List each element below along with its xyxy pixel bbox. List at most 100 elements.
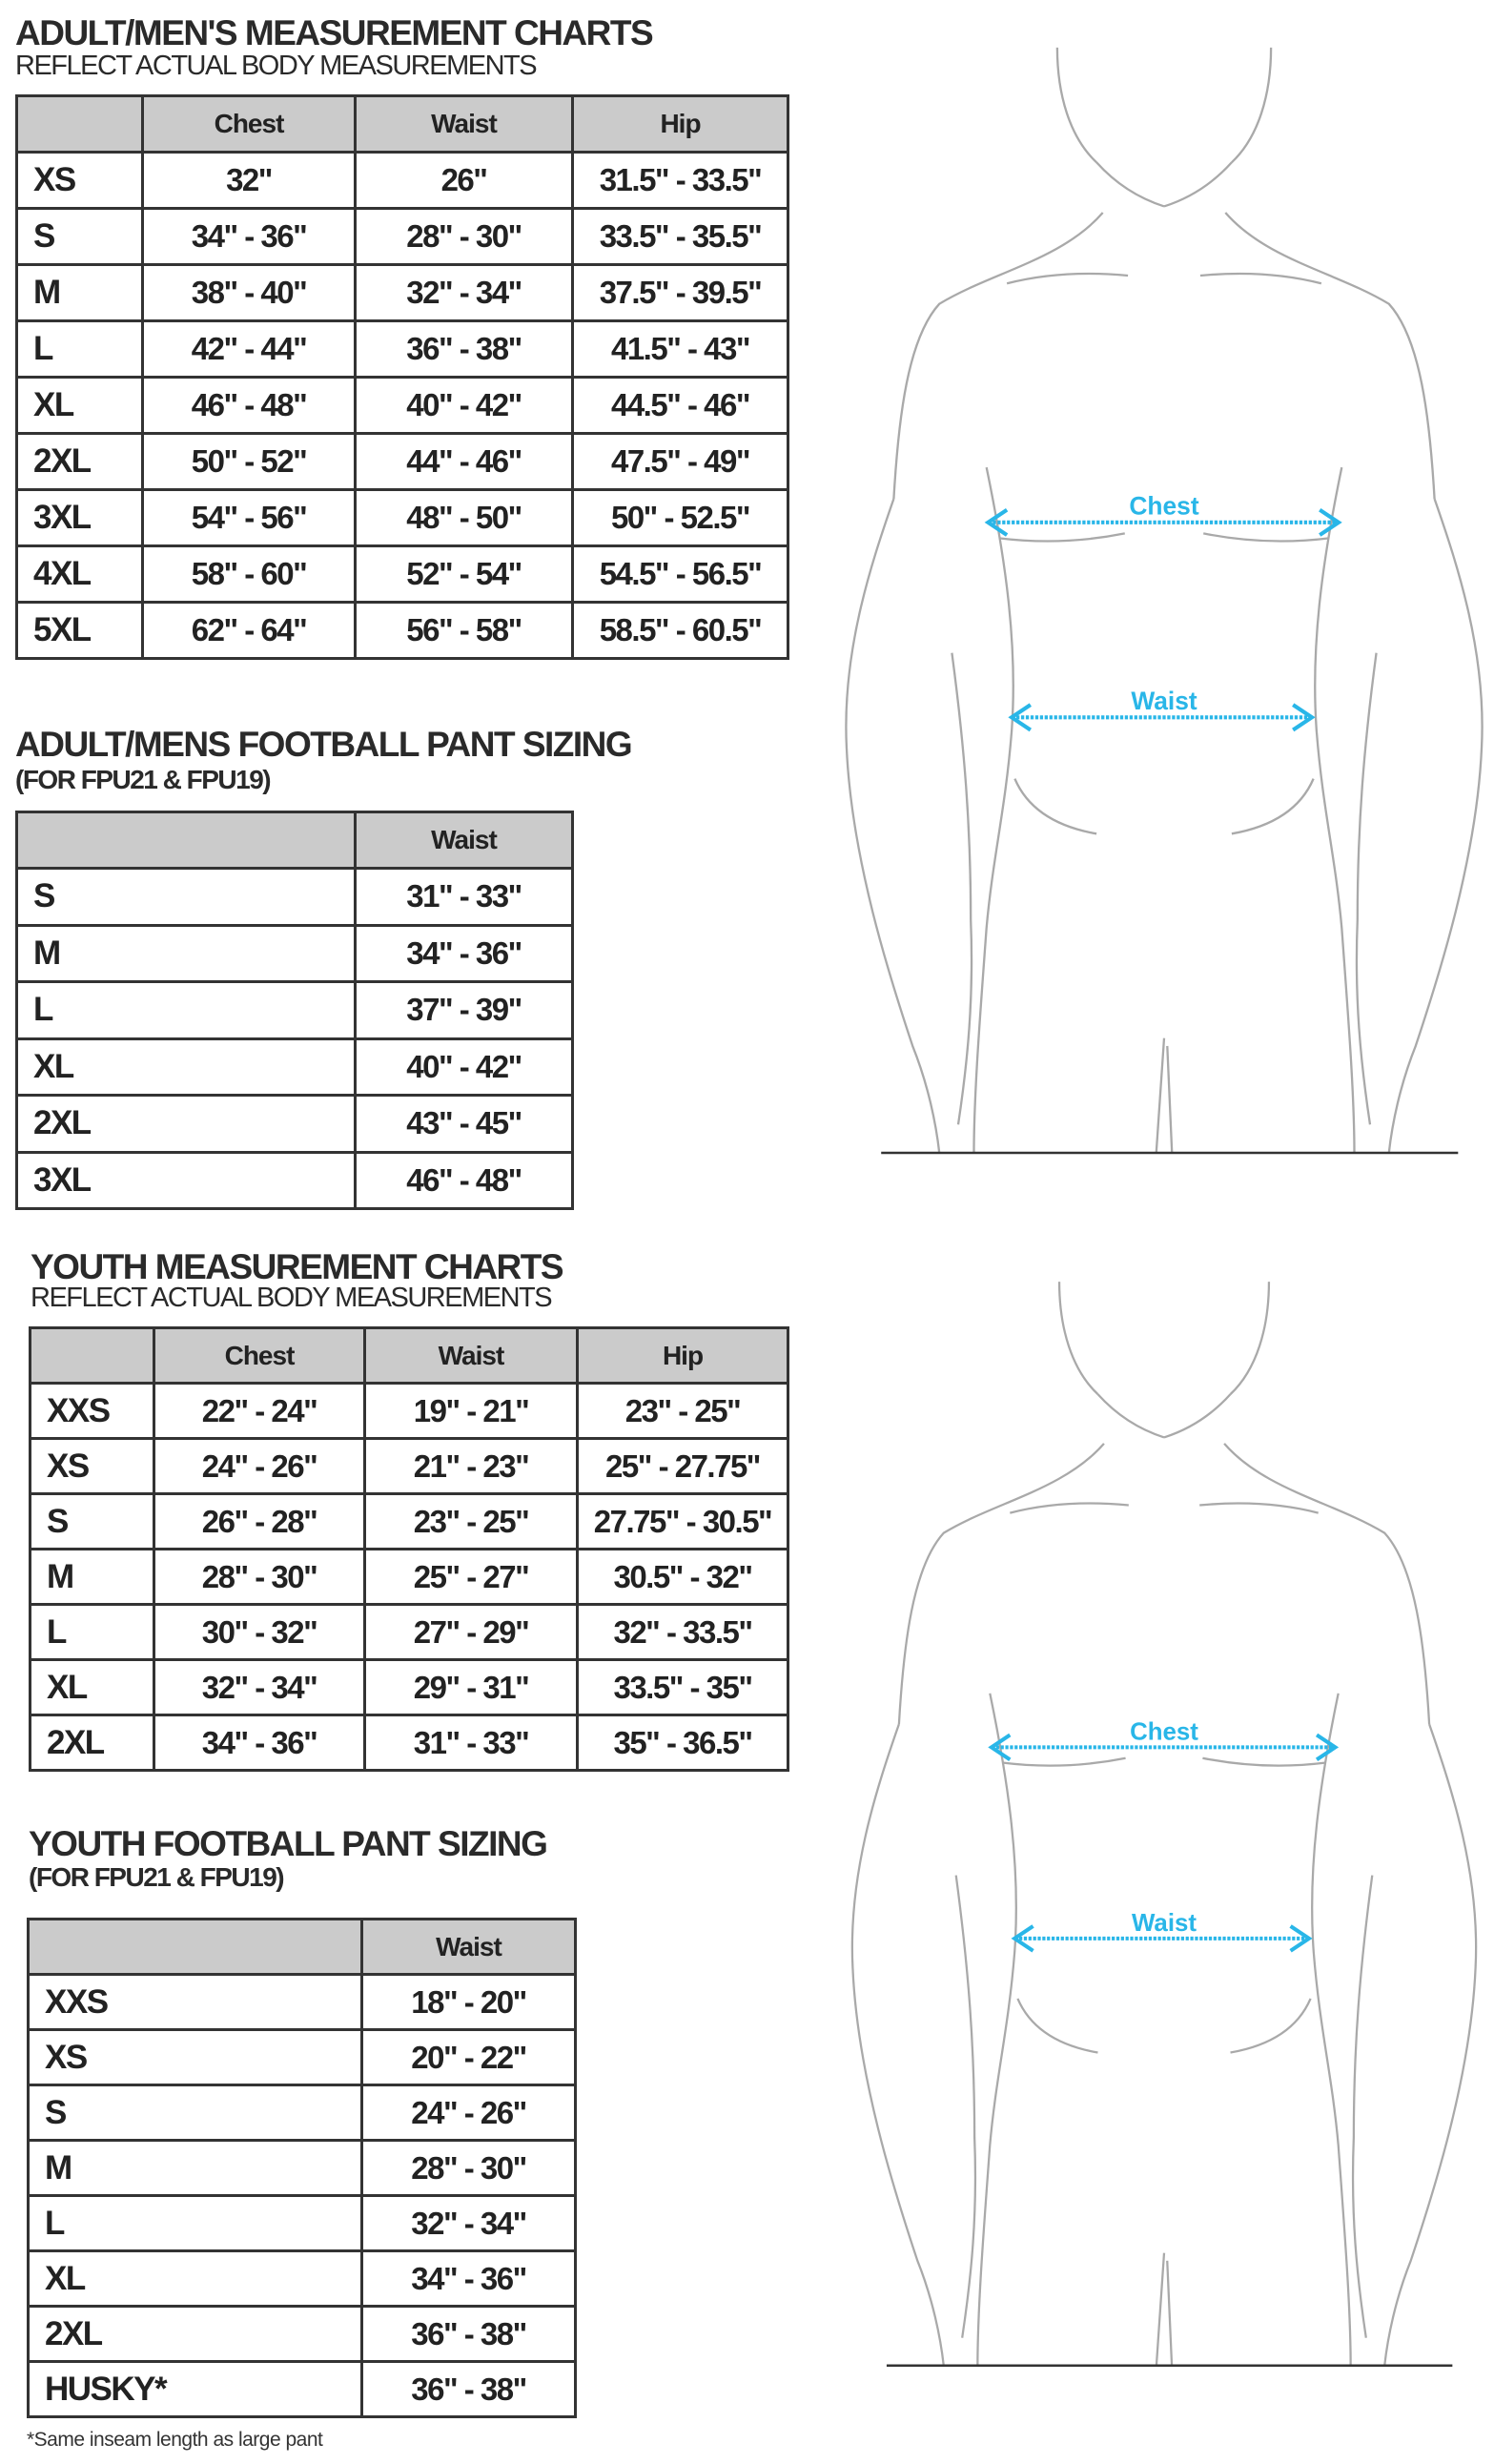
measurement-cell: 34" - 36" xyxy=(354,923,574,983)
measurement-cell: 44" - 46" xyxy=(354,432,574,491)
measurement-cell: 18" - 20" xyxy=(360,1973,577,2031)
table-row: XL 34" - 36" xyxy=(27,2249,577,2308)
header-row: Waist xyxy=(27,1918,577,1976)
table-row: S 34" - 36" 28" - 30" 33.5" - 35.5" xyxy=(15,207,789,266)
measurement-cell: 27.75" - 30.5" xyxy=(576,1492,789,1550)
youth-body-figure: Chest Waist xyxy=(850,1282,1478,2367)
measurement-cell: 37" - 39" xyxy=(354,980,574,1040)
chest-arrow-icon xyxy=(988,1733,1340,1762)
column-header: Hip xyxy=(576,1326,789,1385)
measurement-cell: 30" - 32" xyxy=(153,1603,366,1661)
measurement-cell: 34" - 36" xyxy=(141,207,357,266)
body-outline xyxy=(850,1282,1478,2366)
measurement-cell: 50" - 52.5" xyxy=(571,488,789,547)
size-cell: XL xyxy=(27,2249,363,2308)
footnote: *Same inseam length as large pant xyxy=(27,2429,323,2451)
table-row: M 28" - 30" xyxy=(27,2139,577,2197)
measurement-cell: 62" - 64" xyxy=(141,601,357,660)
size-cell: L xyxy=(15,319,144,379)
table-row: XL 46" - 48" 40" - 42" 44.5" - 46" xyxy=(15,376,789,435)
column-header xyxy=(15,811,357,870)
chest-label: Chest xyxy=(1130,1718,1198,1745)
table-row: XS 24" - 26" 21" - 23" 25" - 27.75" xyxy=(29,1437,789,1495)
size-cell: L xyxy=(15,980,357,1040)
measurement-cell: 44.5" - 46" xyxy=(571,376,789,435)
measurement-cell: 38" - 40" xyxy=(141,263,357,322)
size-cell: XS xyxy=(15,151,144,210)
measurement-cell: 28" - 30" xyxy=(354,207,574,266)
size-cell: 2XL xyxy=(27,2305,363,2363)
table-row: M 34" - 36" xyxy=(15,923,574,983)
column-header: Hip xyxy=(571,94,789,154)
column-header: Waist xyxy=(363,1326,579,1385)
measurement-cell: 20" - 22" xyxy=(360,2028,577,2086)
table-row: S 24" - 26" xyxy=(27,2084,577,2142)
table-row: 2XL 34" - 36" 31" - 33" 35" - 36.5" xyxy=(29,1714,789,1772)
table-row: 3XL 46" - 48" xyxy=(15,1150,574,1210)
measurement-cell: 35" - 36.5" xyxy=(576,1714,789,1772)
youth-chart-subtitle: REFLECT ACTUAL BODY MEASUREMENTS xyxy=(31,1283,553,1313)
size-cell: 3XL xyxy=(15,488,144,547)
measurement-cell: 34" - 36" xyxy=(153,1714,366,1772)
measurement-cell: 26" - 28" xyxy=(153,1492,366,1550)
measurement-cell: 47.5" - 49" xyxy=(571,432,789,491)
measurement-cell: 32" - 34" xyxy=(153,1658,366,1716)
chest-label: Chest xyxy=(1129,492,1198,521)
table-row: L 37" - 39" xyxy=(15,980,574,1040)
measurement-cell: 31.5" - 33.5" xyxy=(571,151,789,210)
column-header: Chest xyxy=(141,94,357,154)
measurement-cell: 31" - 33" xyxy=(354,867,574,927)
measurement-cell: 31" - 33" xyxy=(363,1714,579,1772)
table-row: S 26" - 28" 23" - 25" 27.75" - 30.5" xyxy=(29,1492,789,1550)
table-row: XS 20" - 22" xyxy=(27,2028,577,2086)
header-row: Chest Waist Hip xyxy=(29,1326,789,1385)
header-row: Waist xyxy=(15,811,574,870)
measurement-cell: 23" - 25" xyxy=(363,1492,579,1550)
measurement-cell: 36" - 38" xyxy=(360,2360,577,2418)
column-header xyxy=(15,94,144,154)
waist-arrow-icon xyxy=(1008,703,1316,732)
measurement-cell: 54.5" - 56.5" xyxy=(571,544,789,604)
measurement-cell: 32" - 34" xyxy=(360,2194,577,2252)
table-row: XL 40" - 42" xyxy=(15,1037,574,1097)
measurement-cell: 33.5" - 35" xyxy=(576,1658,789,1716)
measurement-cell: 32" - 33.5" xyxy=(576,1603,789,1661)
size-cell: 2XL xyxy=(29,1714,155,1772)
measurement-cell: 58.5" - 60.5" xyxy=(571,601,789,660)
table-row: XS 32" 26" 31.5" - 33.5" xyxy=(15,151,789,210)
youth-chart-title: YOUTH MEASUREMENT CHARTS xyxy=(31,1247,564,1286)
measurement-cell: 30.5" - 32" xyxy=(576,1548,789,1606)
measurement-cell: 24" - 26" xyxy=(360,2084,577,2142)
measurement-cell: 36" - 38" xyxy=(354,319,574,379)
adult-body-figure: Chest Waist xyxy=(845,47,1484,1155)
measurement-cell: 46" - 48" xyxy=(141,376,357,435)
measurement-cell: 48" - 50" xyxy=(354,488,574,547)
table-row: 5XL 62" - 64" 56" - 58" 58.5" - 60.5" xyxy=(15,601,789,660)
measurement-cell: 21" - 23" xyxy=(363,1437,579,1495)
size-cell: 4XL xyxy=(15,544,144,604)
measurement-cell: 41.5" - 43" xyxy=(571,319,789,379)
youth-pant-subtitle: (FOR FPU21 & FPU19) xyxy=(29,1862,285,1892)
size-cell: 2XL xyxy=(15,1094,357,1154)
measurement-cell: 40" - 42" xyxy=(354,1037,574,1097)
table-row: 3XL 54" - 56" 48" - 50" 50" - 52.5" xyxy=(15,488,789,547)
measurement-cell: 46" - 48" xyxy=(354,1150,574,1210)
measurement-cell: 50" - 52" xyxy=(141,432,357,491)
youth-measurement-table: Chest Waist Hip XXS 22" - 24" 19" - 21" 23" - … xyxy=(29,1326,789,1772)
measurement-cell: 56" - 58" xyxy=(354,601,574,660)
column-header: Chest xyxy=(153,1326,366,1385)
waist-label: Waist xyxy=(1131,687,1197,715)
column-header xyxy=(27,1918,363,1976)
measurement-cell: 23" - 25" xyxy=(576,1382,789,1440)
table-row: HUSKY* 36" - 38" xyxy=(27,2360,577,2418)
size-cell: 2XL xyxy=(15,432,144,491)
measurement-cell: 25" - 27" xyxy=(363,1548,579,1606)
table-row: S 31" - 33" xyxy=(15,867,574,927)
table-row: XXS 22" - 24" 19" - 21" 23" - 25" xyxy=(29,1382,789,1440)
table-row: 2XL 43" - 45" xyxy=(15,1094,574,1154)
adult-pant-table: Waist S 31" - 33" M 34" - 36" L 37" - 39" XL 40"… xyxy=(15,811,574,1210)
table-row: 2XL 36" - 38" xyxy=(27,2305,577,2363)
table-row: XXS 18" - 20" xyxy=(27,1973,577,2031)
waist-label: Waist xyxy=(1132,1910,1197,1937)
measurement-cell: 28" - 30" xyxy=(153,1548,366,1606)
